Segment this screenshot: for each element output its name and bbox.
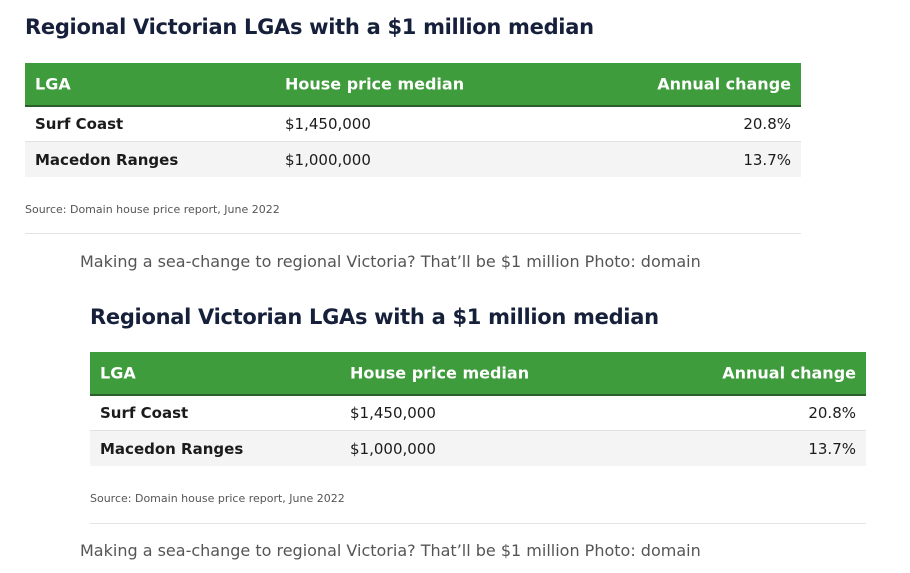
- cell: Macedon Ranges: [100, 439, 244, 458]
- cell: Macedon Ranges: [35, 150, 179, 169]
- cell: Surf Coast: [100, 404, 189, 422]
- table-row: Surf Coast $1,450,000 20.8%: [25, 107, 801, 142]
- header-cell: House price median: [350, 363, 530, 383]
- header-cell: Annual change: [722, 363, 856, 383]
- figure-title: Regional Victorian LGAs with a $1 millio…: [25, 15, 594, 39]
- divider: [90, 523, 866, 524]
- table: LGA House price median Annual change Sur…: [25, 63, 801, 177]
- figure-title: Regional Victorian LGAs with a $1 millio…: [90, 305, 659, 329]
- divider: [25, 233, 801, 234]
- cell: $1,000,000: [350, 439, 436, 458]
- source-note: Source: Domain house price report, June …: [25, 203, 280, 216]
- cell: 20.8%: [808, 404, 856, 422]
- caption: Making a sea-change to regional Victoria…: [80, 252, 701, 271]
- header-cell: House price median: [285, 74, 465, 94]
- cell: Surf Coast: [35, 115, 124, 133]
- table-header: LGA House price median Annual change: [90, 352, 866, 396]
- table-row: Macedon Ranges $1,000,000 13.7%: [25, 142, 801, 177]
- cell: 13.7%: [743, 150, 791, 169]
- cell: $1,450,000: [285, 115, 371, 133]
- table-row: Surf Coast $1,450,000 20.8%: [90, 396, 866, 431]
- header-cell: LGA: [100, 363, 136, 383]
- table-row: Macedon Ranges $1,000,000 13.7%: [90, 431, 866, 466]
- cell: $1,450,000: [350, 404, 436, 422]
- cell: 20.8%: [743, 115, 791, 133]
- table-header: LGA House price median Annual change: [25, 63, 801, 107]
- source-note: Source: Domain house price report, June …: [90, 492, 345, 505]
- table: LGA House price median Annual change Sur…: [90, 352, 866, 466]
- cell: 13.7%: [808, 439, 856, 458]
- header-cell: LGA: [35, 74, 71, 94]
- caption: Making a sea-change to regional Victoria…: [80, 541, 701, 560]
- cell: $1,000,000: [285, 150, 371, 169]
- header-cell: Annual change: [657, 74, 791, 94]
